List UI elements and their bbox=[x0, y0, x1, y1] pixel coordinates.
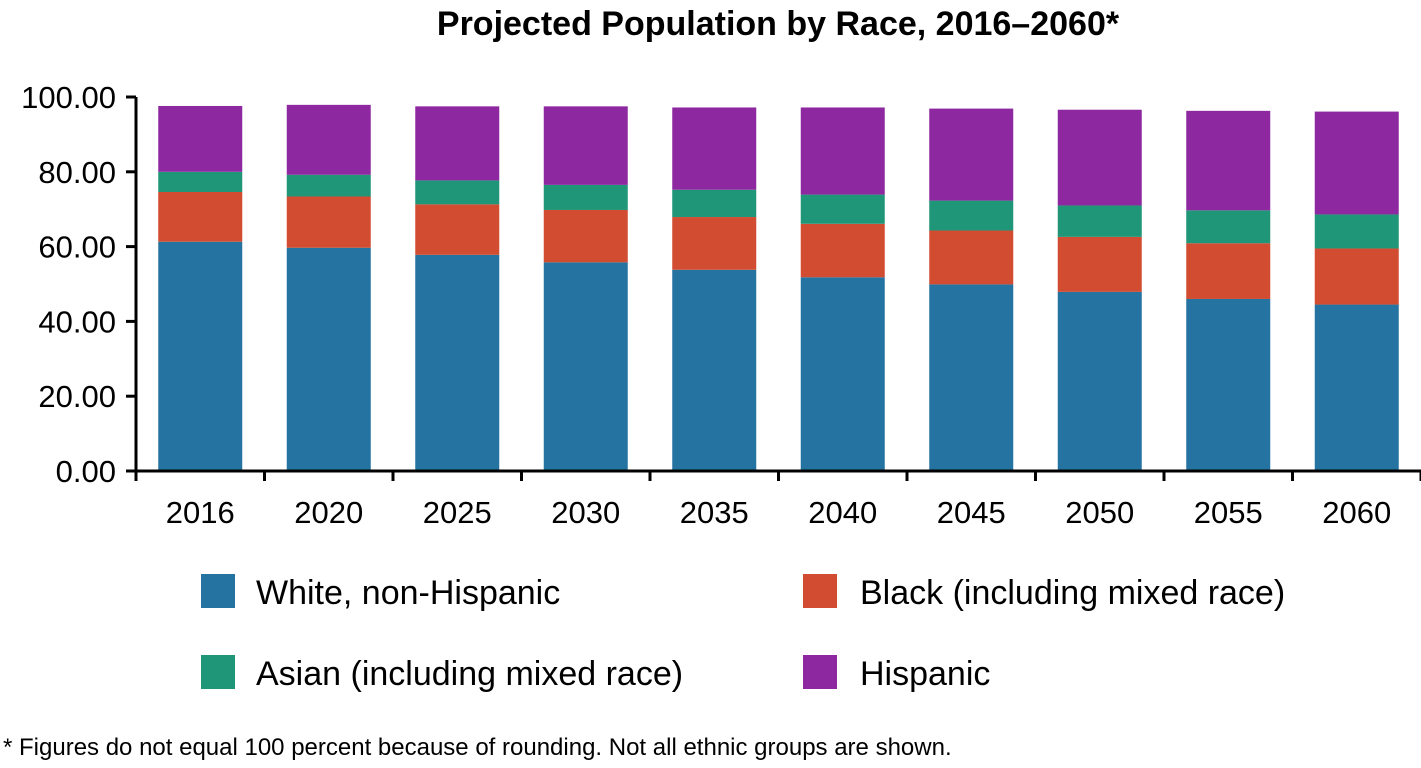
bar-segment-2050-series-0 bbox=[1057, 291, 1142, 471]
legend-swatch bbox=[201, 655, 235, 689]
bar-segment-2040-series-0 bbox=[800, 277, 885, 471]
x-tick-label: 2045 bbox=[937, 495, 1006, 530]
bar-segment-2025-series-0 bbox=[415, 254, 500, 471]
legend-swatch bbox=[201, 574, 235, 608]
chart-title: Projected Population by Race, 2016–2060* bbox=[437, 5, 1120, 43]
x-tick-label: 2035 bbox=[680, 495, 749, 530]
y-tick-label: 0.00 bbox=[56, 454, 116, 489]
x-tick-label: 2020 bbox=[294, 495, 363, 530]
bar-segment-2040-series-3 bbox=[800, 107, 885, 195]
bar-segment-2060-series-3 bbox=[1314, 111, 1399, 215]
y-tick-label: 40.00 bbox=[38, 304, 116, 339]
bar-segment-2035-series-2 bbox=[672, 189, 757, 218]
y-tick-label: 20.00 bbox=[38, 379, 116, 414]
legend-label: Hispanic bbox=[860, 655, 990, 693]
bar-segment-2016-series-2 bbox=[158, 171, 243, 192]
bar-segment-2035-series-0 bbox=[672, 269, 757, 471]
axes-layer bbox=[126, 95, 1421, 481]
bar-segment-2016-series-1 bbox=[158, 192, 243, 242]
legend-swatch bbox=[803, 655, 837, 689]
y-tick-label: 80.00 bbox=[38, 155, 116, 190]
legend-label: Asian (including mixed race) bbox=[256, 655, 683, 693]
y-tick-label: 100.00 bbox=[21, 80, 116, 115]
x-tick-label: 2050 bbox=[1065, 495, 1134, 530]
bar-segment-2016-series-0 bbox=[158, 241, 243, 471]
bar-segment-2030-series-2 bbox=[543, 184, 628, 210]
bar-segment-2050-series-3 bbox=[1057, 109, 1142, 206]
bar-segment-2025-series-3 bbox=[415, 106, 500, 181]
bar-segment-2030-series-0 bbox=[543, 262, 628, 471]
bar-segment-2045-series-1 bbox=[929, 230, 1014, 285]
tick-labels-layer: 0.00 20.00 40.00 60.00 80.00 100.00 2016 2020 20… bbox=[21, 80, 1391, 530]
bar-segment-2020-series-0 bbox=[286, 247, 371, 471]
bar-segment-2055-series-0 bbox=[1186, 298, 1271, 471]
legend: White, non-Hispanic Black (including mixe… bbox=[201, 574, 1285, 693]
bar-segment-2050-series-1 bbox=[1057, 236, 1142, 292]
bar-segment-2060-series-2 bbox=[1314, 214, 1399, 249]
x-tick-label: 2055 bbox=[1194, 495, 1263, 530]
bar-segment-2045-series-2 bbox=[929, 200, 1014, 231]
bar-segment-2060-series-1 bbox=[1314, 248, 1399, 305]
legend-swatch bbox=[803, 574, 837, 608]
legend-label: White, non-Hispanic bbox=[256, 574, 560, 612]
bar-segment-2040-series-2 bbox=[800, 194, 885, 224]
x-tick-label: 2016 bbox=[166, 495, 235, 530]
chart-footnote: * Figures do not equal 100 percent becau… bbox=[3, 734, 952, 761]
x-tick-label: 2060 bbox=[1322, 495, 1391, 530]
bar-segment-2025-series-2 bbox=[415, 180, 500, 205]
x-tick-label: 2025 bbox=[423, 495, 492, 530]
x-tick-label: 2040 bbox=[808, 495, 877, 530]
bar-segment-2025-series-1 bbox=[415, 204, 500, 255]
bar-segment-2045-series-3 bbox=[929, 108, 1014, 201]
bar-segment-2055-series-2 bbox=[1186, 210, 1271, 244]
bar-segment-2035-series-3 bbox=[672, 107, 757, 190]
bar-segment-2050-series-2 bbox=[1057, 205, 1142, 237]
legend-label: Black (including mixed race) bbox=[860, 574, 1285, 612]
bar-segment-2030-series-3 bbox=[543, 106, 628, 185]
bar-segment-2055-series-3 bbox=[1186, 110, 1271, 211]
bar-segment-2035-series-1 bbox=[672, 217, 757, 270]
bar-segment-2055-series-1 bbox=[1186, 243, 1271, 299]
bar-segment-2020-series-2 bbox=[286, 174, 371, 197]
bar-segment-2020-series-3 bbox=[286, 104, 371, 175]
bar-segment-2040-series-1 bbox=[800, 223, 885, 278]
bar-segment-2045-series-0 bbox=[929, 284, 1014, 471]
bars-layer bbox=[158, 104, 1399, 471]
y-tick-label: 60.00 bbox=[38, 230, 116, 265]
bar-segment-2030-series-1 bbox=[543, 209, 628, 263]
bar-segment-2060-series-0 bbox=[1314, 304, 1399, 471]
bar-segment-2016-series-3 bbox=[158, 105, 243, 172]
bar-segment-2020-series-1 bbox=[286, 196, 371, 248]
x-tick-label: 2030 bbox=[551, 495, 620, 530]
